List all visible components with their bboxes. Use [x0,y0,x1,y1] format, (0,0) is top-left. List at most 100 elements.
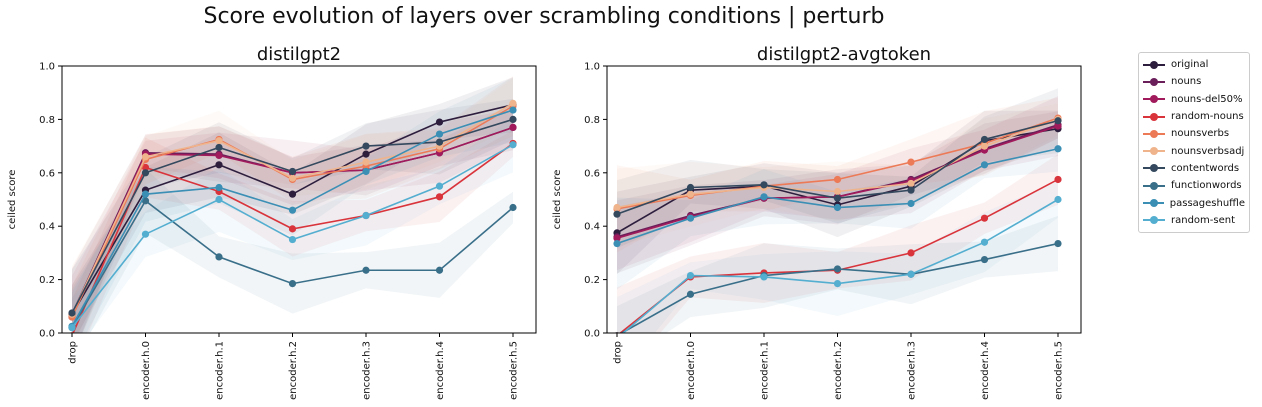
data-point-contentwords [613,210,621,218]
legend-label: original [1171,59,1209,71]
chart-title: distilgpt2-avgtoken [757,44,931,65]
legend: original nouns nouns-del50% random-nouns nou… [1138,52,1250,233]
plot-area [613,88,1062,333]
legend-item-passageshuffle: passageshuffle [1143,194,1245,211]
legend-item-nouns-del50%: nouns-del50% [1143,91,1245,108]
data-point-random-sent [141,230,150,238]
uncertainty-band-functionwords [617,215,1058,333]
data-point-contentwords [509,115,517,123]
uncertainty-band-contentwords [617,88,1058,249]
data-point-nounsverbsadj [141,153,150,161]
data-point-random-nouns [1054,175,1062,184]
legend-label: nouns [1171,76,1202,88]
data-point-nounsverbs [833,175,842,184]
data-point-nounsverbsadj [509,99,517,107]
data-point-original [435,118,444,126]
data-point-nounsverbsadj [980,142,989,150]
x-tick-label: drop [613,341,624,364]
data-point-passageshuffle [833,203,842,212]
legend-swatch [1143,129,1165,139]
data-point-nounsverbsadj [288,174,297,182]
data-point-random-sent [509,141,517,149]
data-point-random-sent [288,235,297,244]
x-tick-label: encoder.h.5 [509,341,520,400]
data-point-random-sent [907,270,915,278]
y-tick-label: 0.8 [584,115,600,126]
uncertainty-band-passageshuffle [72,77,513,333]
legend-label: contentwords [1171,162,1240,174]
x-tick-label: encoder.h.3 [362,341,373,400]
x-tick-label: encoder.h.2 [833,341,844,400]
legend-label: passageshuffle [1169,197,1245,209]
y-tick-label: 0.8 [39,115,55,126]
data-point-random-nouns [980,214,989,222]
x-tick-label: encoder.h.4 [980,341,991,400]
data-point-nounsverbsadj [362,158,370,166]
data-point-random-sent [833,280,842,288]
y-axis-label: ceiled score [552,170,563,230]
data-point-random-nouns [288,225,297,233]
data-point-functionwords [509,203,517,212]
data-point-nouns-del50% [1054,122,1062,130]
data-point-random-sent [1054,195,1062,204]
data-point-functionwords [435,266,444,274]
y-tick-label: 1.0 [39,62,55,73]
legend-label: random-sent [1171,214,1236,226]
data-point-passageshuffle [1054,145,1062,153]
data-point-functionwords [1054,239,1062,248]
uncertainty-band-nounsverbs [72,76,513,333]
data-point-nouns-del50% [215,151,223,160]
data-point-functionwords [215,253,223,261]
legend-item-nouns: nouns [1143,73,1245,90]
data-point-contentwords [215,143,223,152]
y-tick-label: 0.2 [39,275,55,286]
uncertainty-band-random-nouns [617,154,1058,333]
data-point-nounsverbsadj [613,203,621,212]
data-point-functionwords [833,265,842,273]
y-tick-label: 0.0 [39,329,55,340]
legend-label: nounsverbs [1171,128,1230,140]
data-point-passageshuffle [613,239,621,248]
data-point-passageshuffle [509,106,517,114]
legend-swatch [1143,146,1165,156]
data-point-passageshuffle [215,183,223,192]
data-point-contentwords [980,135,989,144]
data-point-nouns-del50% [509,123,517,132]
axes-frame [606,65,1082,334]
data-point-contentwords [1054,117,1062,125]
y-tick-label: 0.4 [39,222,55,233]
data-point-original [288,190,297,198]
data-point-passageshuffle [141,190,150,198]
legend-label: nounsverbsadj [1171,145,1245,157]
uncertainty-band-functionwords [72,168,513,333]
uncertainty-band-nounsverbsadj [617,103,1058,247]
y-tick-label: 0.2 [584,275,600,286]
legend-swatch [1143,198,1164,208]
data-point-passageshuffle [907,199,915,208]
data-point-random-sent [980,238,989,246]
data-point-nounsverbsadj [833,187,842,196]
plot-area [68,76,517,333]
y-tick-label: 0.4 [584,222,600,233]
data-point-functionwords [980,255,989,264]
data-point-random-sent [68,324,76,332]
y-tick-label: 0.6 [584,168,600,179]
legend-label: random-nouns [1171,111,1244,123]
data-point-random-sent [760,273,768,281]
legend-label: nouns-del50% [1171,93,1243,105]
legend-swatch [1143,94,1165,104]
data-point-contentwords [760,181,768,189]
data-point-contentwords [907,186,915,194]
data-point-contentwords [435,138,444,146]
figure-suptitle: Score evolution of layers over scramblin… [203,4,885,29]
data-point-nounsverbsadj [686,190,695,198]
chart-panel-2: 0.0 0.2 0.4 0.6 0.8 1.0 drop encoder.h.0 encoder… [552,44,1082,400]
uncertainty-band-nounsverbsadj [72,78,513,333]
legend-item-functionwords: functionwords [1143,177,1245,194]
data-point-passageshuffle [980,161,989,169]
data-point-nouns-del50% [613,234,621,242]
x-tick-label: drop [68,341,79,364]
axes-frame [61,65,537,334]
legend-label: functionwords [1171,180,1242,192]
data-point-passageshuffle [362,167,370,176]
